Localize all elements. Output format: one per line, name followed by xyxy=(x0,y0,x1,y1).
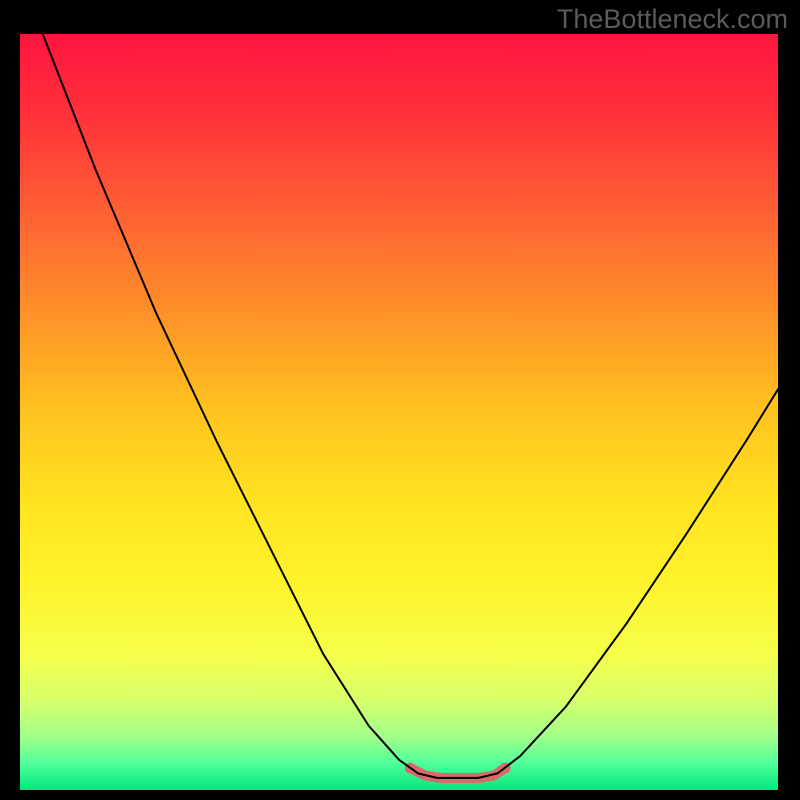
plot-area xyxy=(20,34,778,790)
bottleneck-curve-chart xyxy=(0,0,800,800)
chart-stage: TheBottleneck.com xyxy=(0,0,800,800)
watermark-text: TheBottleneck.com xyxy=(557,4,788,35)
